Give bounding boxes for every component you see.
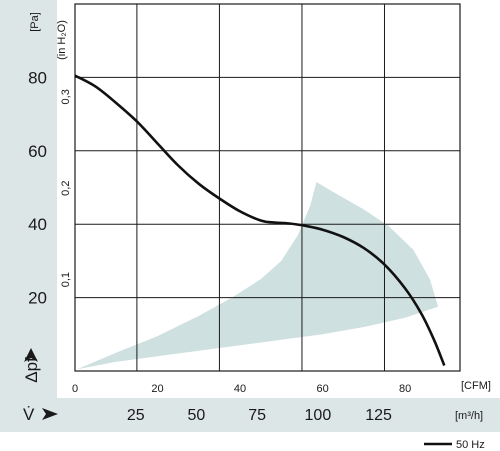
bottom-axis-band <box>0 398 500 432</box>
x-ticks-cfm: 0 20 40 60 80 <box>72 383 411 395</box>
x-symbol: V̇ <box>23 405 35 424</box>
legend-label-50hz: 50 Hz <box>456 439 485 451</box>
y-ticks-inh2o: 0,1 0,2 0,3 <box>60 89 72 287</box>
y-unit-pa: [Pa] <box>29 12 41 32</box>
x-tick-label-m3h: 125 <box>365 407 392 424</box>
x-unit-cfm: [CFM] <box>461 380 491 392</box>
plot-frame <box>74 3 461 372</box>
y-tick-label-pa: 40 <box>28 215 47 234</box>
y-tick-label-inh2o: 0,3 <box>60 89 72 104</box>
left-axis-band <box>0 0 57 398</box>
x-unit-m3h: [m³/h] <box>455 410 483 422</box>
x-tick-label-cfm: 20 <box>151 383 163 395</box>
y-unit-inh2o: (in H₂O) <box>56 20 68 60</box>
y-tick-label-pa: 20 <box>28 289 47 308</box>
grid <box>75 4 460 371</box>
y-ticks-pa: 20 40 60 80 <box>28 68 47 307</box>
y-tick-label-inh2o: 0,2 <box>60 181 72 196</box>
y-tick-label-pa: 60 <box>28 142 47 161</box>
x-arrow-icon <box>42 408 58 420</box>
x-tick-label-cfm: 80 <box>399 383 411 395</box>
x-tick-label-cfm: 40 <box>234 383 246 395</box>
y-arrow-icon <box>24 348 38 362</box>
y-tick-label-pa: 80 <box>28 68 47 87</box>
x-ticks-m3h: 25 50 75 100 125 <box>127 407 392 424</box>
x-tick-label-m3h: 25 <box>127 407 145 424</box>
x-tick-label-cfm: 60 <box>316 383 328 395</box>
operating-region <box>77 182 439 370</box>
y-symbol: Δpf <box>22 357 41 383</box>
x-tick-label-m3h: 75 <box>248 407 266 424</box>
x-tick-label-cfm: 0 <box>72 383 78 395</box>
curve-50hz <box>74 74 446 366</box>
x-tick-label-m3h: 50 <box>188 407 206 424</box>
x-tick-label-m3h: 100 <box>305 407 332 424</box>
y-tick-label-inh2o: 0,1 <box>60 272 72 287</box>
